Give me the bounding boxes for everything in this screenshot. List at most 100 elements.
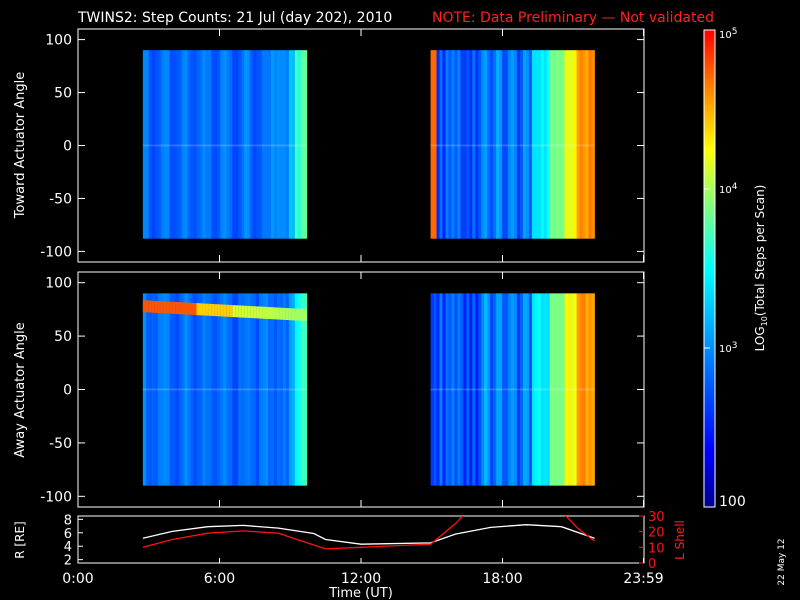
away-ytick-label: 100 — [45, 276, 72, 292]
away-heat-column — [519, 293, 524, 486]
toward-heat-column — [460, 50, 464, 239]
away-heat-column — [148, 293, 153, 486]
away-high-angle-band — [241, 305, 245, 318]
away-high-angle-band — [220, 304, 224, 317]
away-heat-column — [288, 293, 293, 486]
away-heat-column — [499, 293, 503, 486]
x-axis-label: Time (UT) — [328, 586, 393, 600]
x-tick-label: 18:00 — [482, 571, 522, 587]
away-heat-column — [279, 293, 284, 486]
away-heat-column — [262, 293, 266, 486]
away-heat-column — [561, 293, 566, 486]
away-heat-column — [460, 293, 464, 486]
away-heat-column — [585, 293, 589, 486]
away-heat-column — [475, 293, 479, 486]
away-heat-column — [178, 293, 182, 486]
colorbar-tick-label: 105 — [719, 27, 737, 41]
away-heat-column — [508, 293, 512, 486]
away-high-angle-band — [273, 307, 278, 320]
away-heat-column — [190, 293, 194, 486]
toward-heat-column — [244, 50, 248, 239]
toward-heat-column — [297, 50, 302, 239]
x-tick-label: 6:00 — [204, 571, 235, 587]
toward-heat-column — [163, 50, 168, 239]
away-heat-column — [217, 293, 221, 486]
toward-heat-column — [588, 50, 592, 239]
away-heat-column — [448, 293, 452, 486]
away-high-angle-band — [279, 307, 284, 320]
toward-heat-column — [433, 50, 437, 239]
toward-heat-column — [256, 50, 260, 239]
away-heat-column — [591, 293, 595, 486]
colorbar — [703, 29, 716, 508]
away-high-angle-band — [244, 305, 248, 318]
away-heat-column — [522, 293, 527, 486]
orbit-left-ylabel: R [RE] — [13, 521, 27, 558]
away-heat-column — [493, 293, 497, 486]
away-heat-column — [588, 293, 592, 486]
toward-zero-stripe — [142, 144, 307, 147]
away-high-angle-band — [265, 306, 269, 319]
away-heat-column — [282, 293, 287, 486]
away-high-angle-band — [238, 305, 242, 318]
away-high-angle-band — [217, 304, 221, 317]
away-high-angle-band — [208, 303, 212, 316]
preliminary-note: NOTE: Data Preliminary — Not validated — [432, 10, 714, 26]
colorbar-tick-label: 103 — [719, 341, 737, 355]
away-heat-column — [247, 293, 251, 486]
toward-heat-column — [582, 50, 586, 239]
toward-heat-column — [232, 50, 236, 239]
toward-heat-column — [466, 50, 470, 239]
away-high-angle-band — [285, 308, 290, 321]
away-heat-column — [208, 293, 212, 486]
toward-heat-column — [250, 50, 254, 239]
away-heat-column — [244, 293, 248, 486]
away-heat-column — [576, 293, 580, 486]
toward-heat-column — [285, 50, 290, 239]
away-high-angle-band — [223, 304, 227, 317]
away-heat-column — [570, 293, 575, 486]
toward-heat-column — [169, 50, 174, 239]
away-high-angle-band — [232, 305, 236, 318]
away-high-angle-band — [190, 302, 194, 315]
toward-heat-column — [145, 50, 150, 239]
away-heat-column — [582, 293, 586, 486]
toward-heat-column — [516, 50, 521, 239]
away-heat-column — [546, 293, 551, 486]
away-high-angle-band — [166, 301, 171, 314]
away-high-angle-band — [259, 306, 263, 319]
away-high-angle-band — [288, 308, 293, 321]
away-heat-column — [478, 293, 482, 486]
toward-heat-column — [475, 50, 479, 239]
away-heat-column — [160, 293, 165, 486]
away-heat-column — [268, 293, 272, 486]
away-heat-column — [487, 293, 491, 486]
away-heat-column — [157, 293, 162, 486]
toward-heat-column — [490, 50, 494, 239]
toward-heat-column — [247, 50, 251, 239]
away-heat-column — [223, 293, 227, 486]
away-heat-column — [187, 293, 191, 486]
toward-heat-column — [271, 50, 275, 239]
toward-heat-column — [519, 50, 524, 239]
toward-heat-column — [528, 50, 533, 239]
toward-heat-column — [558, 50, 563, 239]
away-heat-column — [540, 293, 545, 486]
away-heat-column — [516, 293, 521, 486]
away-heat-column — [511, 293, 515, 486]
away-high-angle-band — [148, 300, 153, 313]
away-heat-column — [220, 293, 224, 486]
away-high-angle-band — [193, 303, 197, 316]
away-high-angle-band — [187, 302, 191, 315]
away-heat-column — [454, 293, 458, 486]
away-high-angle-band — [202, 303, 206, 316]
toward-heat-column — [540, 50, 545, 239]
radius-series-line — [142, 524, 595, 545]
toward-heat-column — [193, 50, 197, 239]
away-heat-column — [528, 293, 533, 486]
away-heat-column — [175, 293, 180, 486]
toward-heat-column — [514, 50, 518, 239]
toward-heat-column — [226, 50, 230, 239]
toward-heat-column — [181, 50, 185, 239]
away-heat-column — [184, 293, 188, 486]
